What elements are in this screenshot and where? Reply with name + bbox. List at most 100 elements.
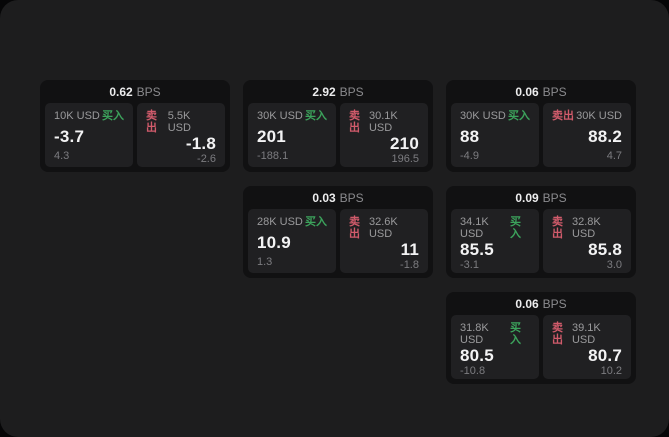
sell-amount: 30K USD [576,110,622,122]
bps-unit-label: BPS [136,84,161,99]
sell-delta: -1.8 [400,259,419,271]
buy-price: -3.7 [54,126,85,146]
bps-unit-label: BPS [542,84,567,99]
quote-card: 0.06 BPS 30K USD 买入 88 -4.9 卖出 30K USD [446,80,636,172]
buy-delta: -188.1 [257,150,289,162]
buy-tag: 买入 [510,216,522,240]
card-body: 34.1K USD 买入 85.5 -3.1 卖出 32.8K USD 85.8… [451,209,631,273]
sell-tag: 卖出 [146,110,157,134]
sell-price: 210 [390,134,419,153]
sell-tag: 卖出 [552,216,563,240]
buy-price: 80.5 [460,346,494,365]
card-header: 0.06 BPS [451,80,631,103]
sell-price: 80.7 [588,346,622,365]
sell-pane-top: 卖出 5.5K USD [146,110,216,134]
buy-pane[interactable]: 30K USD 买入 88 -4.9 [451,103,539,167]
buy-tag: 买入 [508,110,530,122]
sell-tag: 卖出 [552,110,574,122]
card-header: 0.03 BPS [248,186,428,209]
buy-delta: -4.9 [460,150,479,162]
buy-pane-top: 10K USD 买入 [54,110,124,122]
sell-tag: 卖出 [552,322,563,346]
buy-pane[interactable]: 10K USD 买入 -3.7 4.3 [45,103,133,167]
sell-amount: 32.8K USD [571,216,601,240]
buy-amount: 30K USD [460,110,506,122]
buy-pane-top: 31.8K USD 买入 [460,322,530,346]
sell-pane[interactable]: 卖出 30K USD 88.2 4.7 [543,103,631,167]
sell-delta: 3.0 [606,259,622,271]
sell-price: 88.2 [588,126,622,146]
card-header: 0.62 BPS [45,80,225,103]
quote-card: 0.06 BPS 31.8K USD 买入 80.5 -10.8 卖出 39.1… [446,292,636,384]
buy-pane-top: 28K USD 买入 [257,216,327,228]
buy-pane[interactable]: 34.1K USD 买入 85.5 -3.1 [451,209,539,273]
sell-pane[interactable]: 卖出 32.8K USD 85.8 3.0 [543,209,631,273]
buy-pane-top: 34.1K USD 买入 [460,216,530,240]
buy-pane[interactable]: 30K USD 买入 201 -188.1 [248,103,336,167]
quote-card: 2.92 BPS 30K USD 买入 201 -188.1 卖出 30.1K … [243,80,433,172]
sell-delta: 4.7 [606,150,622,162]
bps-value: 0.03 [312,190,336,205]
buy-delta: 4.3 [54,150,70,162]
sell-amount: 5.5K USD [167,110,191,134]
buy-amount: 31.8K USD [460,322,489,346]
sell-tag: 卖出 [349,110,360,134]
sell-pane[interactable]: 卖出 5.5K USD -1.8 -2.6 [137,103,225,167]
bps-unit-label: BPS [339,84,364,99]
bps-value: 0.09 [515,190,539,205]
card-body: 30K USD 买入 88 -4.9 卖出 30K USD 88.2 4.7 [451,103,631,167]
bps-value: 0.06 [515,296,539,311]
bps-value: 0.06 [515,84,539,99]
bps-value: 0.62 [109,84,133,99]
buy-tag: 买入 [305,110,327,122]
quote-cards-grid: 0.62 BPS 10K USD 买入 -3.7 4.3 卖出 5.5K USD [40,80,636,384]
buy-delta: -10.8 [460,365,486,377]
buy-amount: 28K USD [257,216,303,228]
quote-card: 0.09 BPS 34.1K USD 买入 85.5 -3.1 卖出 32.8K… [446,186,636,278]
sell-amount: 32.6K USD [368,216,398,240]
sell-pane-top: 卖出 39.1K USD [552,322,622,346]
buy-amount: 34.1K USD [460,216,489,240]
sell-delta: 10.2 [600,365,622,377]
buy-amount: 30K USD [257,110,303,122]
bps-unit-label: BPS [542,190,567,205]
card-header: 0.09 BPS [451,186,631,209]
buy-price: 10.9 [257,232,291,252]
sell-tag: 卖出 [349,216,360,240]
sell-delta: 196.5 [391,153,419,165]
sell-amount: 39.1K USD [571,322,601,346]
quote-card: 0.03 BPS 28K USD 买入 10.9 1.3 卖出 32.6K US… [243,186,433,278]
sell-pane-top: 卖出 30.1K USD [349,110,419,134]
card-header: 2.92 BPS [248,80,428,103]
sell-pane-top: 卖出 32.8K USD [552,216,622,240]
sell-pane[interactable]: 卖出 32.6K USD 11 -1.8 [340,209,428,273]
bps-value: 2.92 [312,84,336,99]
sell-pane[interactable]: 卖出 39.1K USD 80.7 10.2 [543,315,631,379]
buy-tag: 买入 [102,110,124,122]
card-body: 10K USD 买入 -3.7 4.3 卖出 5.5K USD -1.8 -2.… [45,103,225,167]
buy-pane[interactable]: 28K USD 买入 10.9 1.3 [248,209,336,273]
buy-price: 201 [257,126,286,146]
buy-tag: 买入 [510,322,522,346]
bps-unit-label: BPS [542,296,567,311]
buy-delta: -3.1 [460,259,479,271]
sell-price: 85.8 [588,240,622,259]
buy-amount: 10K USD [54,110,100,122]
buy-price: 88 [460,126,480,146]
card-header: 0.06 BPS [451,292,631,315]
sell-price: 11 [400,240,419,259]
sell-pane-top: 卖出 32.6K USD [349,216,419,240]
buy-pane-top: 30K USD 买入 [257,110,327,122]
sell-amount: 30.1K USD [368,110,398,134]
sell-price: -1.8 [185,134,216,153]
card-body: 31.8K USD 买入 80.5 -10.8 卖出 39.1K USD 80.… [451,315,631,379]
buy-delta: 1.3 [257,256,273,268]
buy-tag: 买入 [305,216,327,228]
sell-pane-top: 卖出 30K USD [552,110,622,122]
quote-card: 0.62 BPS 10K USD 买入 -3.7 4.3 卖出 5.5K USD [40,80,230,172]
buy-pane[interactable]: 31.8K USD 买入 80.5 -10.8 [451,315,539,379]
sell-pane[interactable]: 卖出 30.1K USD 210 196.5 [340,103,428,167]
bps-unit-label: BPS [339,190,364,205]
card-body: 30K USD 买入 201 -188.1 卖出 30.1K USD 210 1… [248,103,428,167]
